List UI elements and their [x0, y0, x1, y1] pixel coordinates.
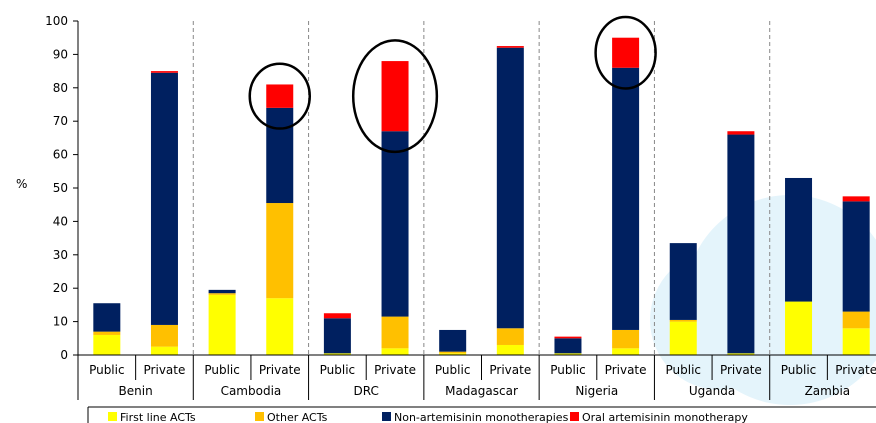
bar-segment: [669, 321, 697, 355]
bar-segment: [612, 67, 640, 330]
bar-segment: [842, 201, 870, 312]
bar-segment: [93, 334, 121, 355]
x-tick-label-country: Nigeria: [575, 384, 618, 398]
bar-segment: [150, 346, 178, 355]
legend-swatch: [108, 412, 117, 421]
x-tick-label-sector: Public: [320, 363, 356, 377]
x-tick-label-sector: Public: [550, 363, 586, 377]
x-tick-label-country: Benin: [119, 384, 153, 398]
bar-segment: [612, 348, 640, 355]
y-tick-label: 10: [53, 315, 68, 329]
bar-segment: [323, 353, 351, 355]
bar-segment: [93, 331, 121, 335]
bar-segment: [496, 46, 524, 48]
bar-segment: [266, 203, 294, 299]
y-tick-label: 80: [53, 81, 68, 95]
legend-label: Other ACTs: [267, 411, 328, 423]
x-tick-label-sector: Private: [720, 363, 762, 377]
x-tick-label-sector: Private: [374, 363, 416, 377]
bar-segment: [208, 289, 236, 294]
bar-segment: [612, 37, 640, 68]
x-axis: Public Private Public Private Public Private P…: [77, 354, 876, 400]
bar-segment: [785, 301, 813, 355]
bar-segment: [727, 131, 755, 135]
bar-segment: [842, 328, 870, 355]
bar-segment: [727, 134, 755, 354]
bar-segment: [381, 316, 409, 349]
x-tick-label-country: Uganda: [689, 384, 735, 398]
y-tick-label: 100: [45, 14, 68, 28]
x-tick-label-country: Cambodia: [221, 384, 282, 398]
legend-swatch: [255, 412, 264, 421]
legend-swatch: [382, 412, 391, 421]
bar-segment: [323, 313, 351, 319]
bar-segment: [381, 61, 409, 132]
bar-segment: [554, 336, 582, 339]
legend: First line ACTs Other ACTs Non-artemisinin…: [87, 406, 876, 423]
bars: [93, 37, 870, 355]
bar-segment: [381, 131, 409, 317]
bar-segment: [496, 47, 524, 329]
x-tick-label-sector: Private: [259, 363, 301, 377]
bar-segment: [669, 319, 697, 322]
y-tick-label: 50: [53, 181, 68, 195]
x-tick-label-sector: Public: [435, 363, 471, 377]
x-tick-label-country: DRC: [354, 384, 379, 398]
y-tick-label: 40: [53, 214, 68, 228]
y-axis: 0 10 20 30 40 50 60 70 80 90 100: [45, 14, 79, 362]
x-tick-label-country: Madagascar: [445, 384, 518, 398]
highlight-circle: [248, 62, 311, 130]
bar-segment: [612, 329, 640, 349]
bar-segment: [150, 324, 178, 347]
bar-segment: [669, 243, 697, 320]
x-tick-label-sector: Private: [835, 363, 876, 377]
bar-segment: [208, 294, 236, 355]
bar-segment: [150, 72, 178, 325]
x-tick-label-sector: Public: [89, 363, 125, 377]
x-tick-label-sector: Public: [665, 363, 701, 377]
y-tick-label: 20: [53, 281, 68, 295]
y-tick-label: 70: [53, 114, 68, 128]
bar-segment: [554, 338, 582, 354]
bar-segment: [93, 303, 121, 332]
bar-segment: [496, 328, 524, 345]
bar-segment: [785, 177, 813, 302]
y-axis-label: %: [16, 177, 27, 191]
bar-segment: [439, 353, 467, 355]
bar-segment: [842, 196, 870, 202]
bar-segment: [727, 353, 755, 355]
bar-segment: [208, 293, 236, 295]
highlight-circles: [248, 15, 657, 154]
legend-label: Oral artemisinin monotherapy: [582, 411, 748, 423]
legend-label: First line ACTs: [120, 411, 196, 423]
x-tick-label-sector: Public: [204, 363, 240, 377]
bar-segment: [554, 353, 582, 355]
bar-segment: [150, 71, 178, 73]
x-tick-label-sector: Private: [605, 363, 647, 377]
y-tick-label: 30: [53, 248, 68, 262]
bar-segment: [439, 329, 467, 352]
legend-swatch: [570, 412, 579, 421]
bar-segment: [381, 348, 409, 355]
highlight-circle: [351, 39, 439, 154]
y-tick-label: 60: [53, 148, 68, 162]
highlight-circle: [594, 15, 657, 90]
x-tick-label-country: Zambia: [805, 384, 851, 398]
legend-label: Non-artemisinin monotherapies: [394, 411, 569, 423]
x-tick-label-sector: Public: [781, 363, 817, 377]
bar-segment: [266, 84, 294, 108]
y-tick-label: 90: [53, 47, 68, 61]
bar-segment: [266, 107, 294, 204]
bar-segment: [439, 351, 467, 354]
bar-segment: [266, 298, 294, 355]
y-tick-label: 0: [60, 348, 68, 362]
bar-segment: [842, 311, 870, 329]
bar-segment: [323, 318, 351, 354]
bar-segment: [496, 344, 524, 355]
x-tick-label-sector: Private: [144, 363, 186, 377]
x-tick-label-sector: Private: [489, 363, 531, 377]
